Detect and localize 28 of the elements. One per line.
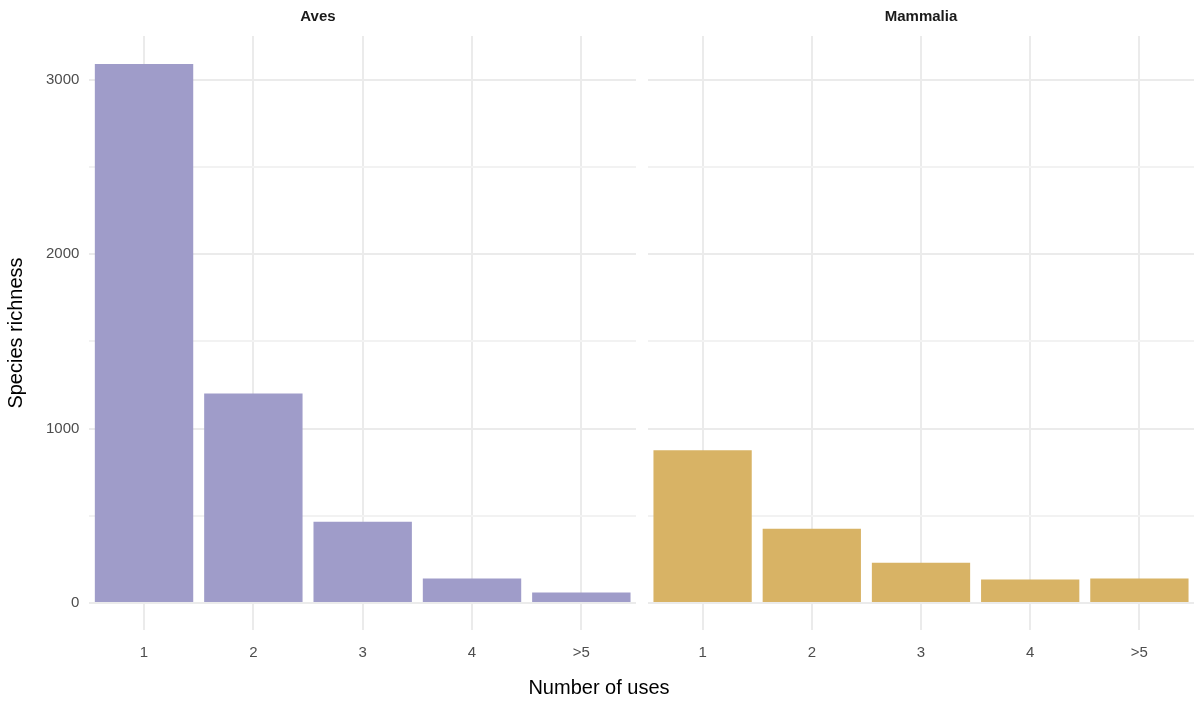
y-tick-label: 0 (71, 593, 80, 611)
bar (981, 579, 1080, 602)
x-tick-label: 3 (916, 643, 926, 661)
x-tick-label: 4 (467, 643, 477, 661)
bar (204, 393, 303, 602)
x-tick-label: 4 (1026, 643, 1035, 661)
bar (313, 521, 412, 602)
x-tick-label: 1 (139, 643, 149, 661)
bar (422, 578, 522, 602)
bar (653, 450, 752, 602)
bar (1090, 578, 1189, 602)
chart-title: Mammalia (884, 7, 958, 25)
bar (532, 592, 631, 602)
x-tick-label: >5 (572, 643, 590, 661)
x-tick-label: 1 (698, 643, 707, 661)
x-tick-label: 2 (807, 643, 816, 661)
y-tick-label: 1000 (45, 418, 80, 436)
x-tick-label: 2 (249, 643, 258, 661)
y-tick-label: 2000 (45, 244, 80, 262)
y-tick-label: 3000 (45, 69, 80, 87)
x-axis-title: Number of uses (527, 676, 671, 699)
x-tick-label: >5 (1130, 643, 1148, 661)
chart-title: Aves (300, 7, 336, 25)
bar (762, 528, 861, 602)
y-axis-title: Species richness (3, 257, 26, 409)
bar (94, 63, 194, 602)
x-tick-label: 3 (358, 643, 367, 661)
bar (871, 562, 971, 602)
